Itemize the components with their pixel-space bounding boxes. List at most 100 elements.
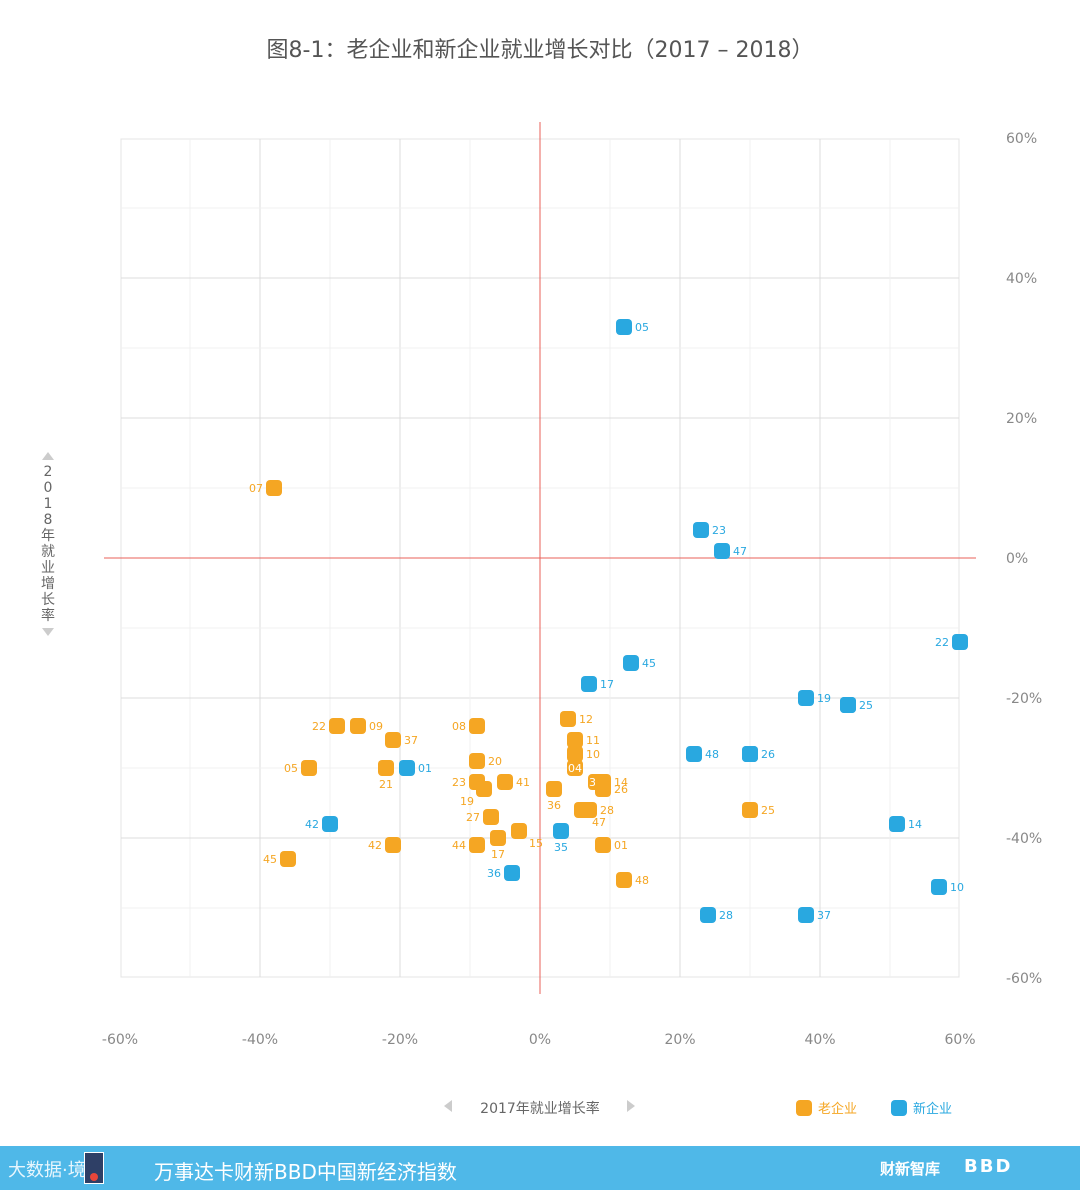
data-point-old-05 [301,760,317,776]
data-point-label-old-21: 21 [379,778,393,791]
data-point-old-19 [476,781,492,797]
footer-logo: 大数据·境 [8,1160,86,1181]
data-point-label-old-23: 23 [452,776,466,789]
legend-item-old: 老企业 [796,1098,857,1117]
data-point-label-old-09: 09 [369,720,383,733]
data-point-label-old-04: 04 [568,762,582,775]
x-tick-label: -20% [382,1032,418,1048]
data-point-label-new-19: 19 [817,692,831,705]
data-point-label-new-05: 05 [635,321,649,334]
data-point-label-old-15: 15 [529,837,543,850]
data-point-old-07 [266,480,282,496]
legend-swatch-new [891,1099,908,1116]
data-point-old-48 [616,872,632,888]
data-point-label-old-17: 17 [491,848,505,861]
scatter-chart: -60% -40% -20% 0% 20% 40% 60% 60% 40% 20% 0% -20% -4… [102,122,1042,1048]
x-axis-left-arrow-icon [444,1100,452,1112]
data-point-label-old-11: 11 [586,734,600,747]
legend-label-new: 新企业 [913,1102,953,1117]
data-point-old-27 [483,809,499,825]
data-point-label-old-10: 10 [586,748,600,761]
data-point-label-new-22: 22 [935,636,949,649]
y-tick-label: 0% [1006,551,1028,567]
y-axis-down-arrow-icon [42,628,54,636]
data-point-new-22 [952,634,968,650]
data-point-label-old-25: 25 [761,804,775,817]
data-point-old-25 [742,802,758,818]
footer-bar: 大数据·境 万事达卡财新BBD中国新经济指数 财新智库 BBD [0,1146,1080,1190]
chart-title: 图8-1：老企业和新企业就业增长对比（2017 – 2018） [266,38,814,63]
x-tick-label: 0% [529,1032,551,1048]
data-point-label-old-08: 08 [452,720,466,733]
data-point-new-36 [504,865,520,881]
data-point-new-48 [686,746,702,762]
data-point-label-new-37: 37 [817,909,831,922]
data-point-old-20 [469,753,485,769]
legend: 老企业 新企业 [796,1098,986,1117]
legend-item-new: 新企业 [891,1098,952,1117]
footer-brand: 财新智库 [880,1160,941,1178]
data-point-label-new-26: 26 [761,748,775,761]
data-point-new-47 [714,543,730,559]
data-point-label-new-10: 10 [950,881,964,894]
data-point-label-new-36: 36 [487,867,501,880]
data-point-label-new-23: 23 [712,524,726,537]
data-point-new-01 [399,760,415,776]
data-point-label-new-28: 28 [719,909,733,922]
y-tick-label: -40% [1006,831,1042,847]
data-point-old-42 [385,837,401,853]
data-point-label-old-45: 45 [263,853,277,866]
data-point-label-new-42: 42 [305,818,319,831]
x-tick-label: 40% [804,1032,835,1048]
x-tick-label: 20% [664,1032,695,1048]
footer-bbd-logo: BBD [964,1156,1013,1177]
x-axis-label: 2017年就业增长率 [480,1101,600,1117]
data-point-new-05 [616,319,632,335]
data-point-label-old-19: 19 [460,795,474,808]
data-point-old-45 [280,851,296,867]
data-point-new-19 [798,690,814,706]
data-point-label-new-45: 45 [642,657,656,670]
data-point-label-old-05: 05 [284,762,298,775]
data-point-label-old-47: 47 [592,816,606,829]
y-axis-label-group: 2018年就业增长率 [36,452,60,636]
y-tick-label: -20% [1006,691,1042,707]
data-point-label-new-14: 14 [908,818,922,831]
data-point-old-04 [567,760,583,776]
data-point-label-old-37: 37 [404,734,418,747]
data-point-old-11 [567,732,583,748]
data-point-new-37 [798,907,814,923]
legend-swatch-old [796,1099,812,1116]
y-axis-label: 2018年就业增长率 [41,464,55,624]
data-point-old-41 [497,774,513,790]
tick-layer: -60% -40% -20% 0% 20% 40% 60% 60% 40% 20% 0% -20% -4… [102,131,1042,1048]
data-point-old-10 [567,746,583,762]
data-point-new-10 [931,879,947,895]
data-point-label-old-20: 20 [488,755,502,768]
x-tick-label: -60% [102,1032,138,1048]
y-tick-label: 40% [1006,271,1037,287]
data-point-label-old-42: 42 [368,839,382,852]
data-point-old-44 [469,837,485,853]
data-point-new-14 [889,816,905,832]
data-point-old-21 [378,760,394,776]
data-point-label-old-07: 07 [249,482,263,495]
data-point-label-new-17: 17 [600,678,614,691]
y-tick-label: 20% [1006,411,1037,427]
data-point-label-new-35: 35 [554,841,568,854]
axis-layer [104,122,976,994]
data-point-label-old-27: 27 [466,811,480,824]
data-point-label-old-48: 48 [635,874,649,887]
data-point-old-01 [595,837,611,853]
data-point-new-45 [623,655,639,671]
x-tick-label: 60% [944,1032,975,1048]
footer-title: 万事达卡财新BBD中国新经济指数 [154,1160,457,1184]
data-point-label-new-25: 25 [859,699,873,712]
data-point-label-old-12: 12 [579,713,593,726]
data-point-old-08 [469,718,485,734]
data-point-new-42 [322,816,338,832]
y-axis-up-arrow-icon [42,452,54,460]
data-point-label-new-01: 01 [418,762,432,775]
data-point-old-12 [560,711,576,727]
